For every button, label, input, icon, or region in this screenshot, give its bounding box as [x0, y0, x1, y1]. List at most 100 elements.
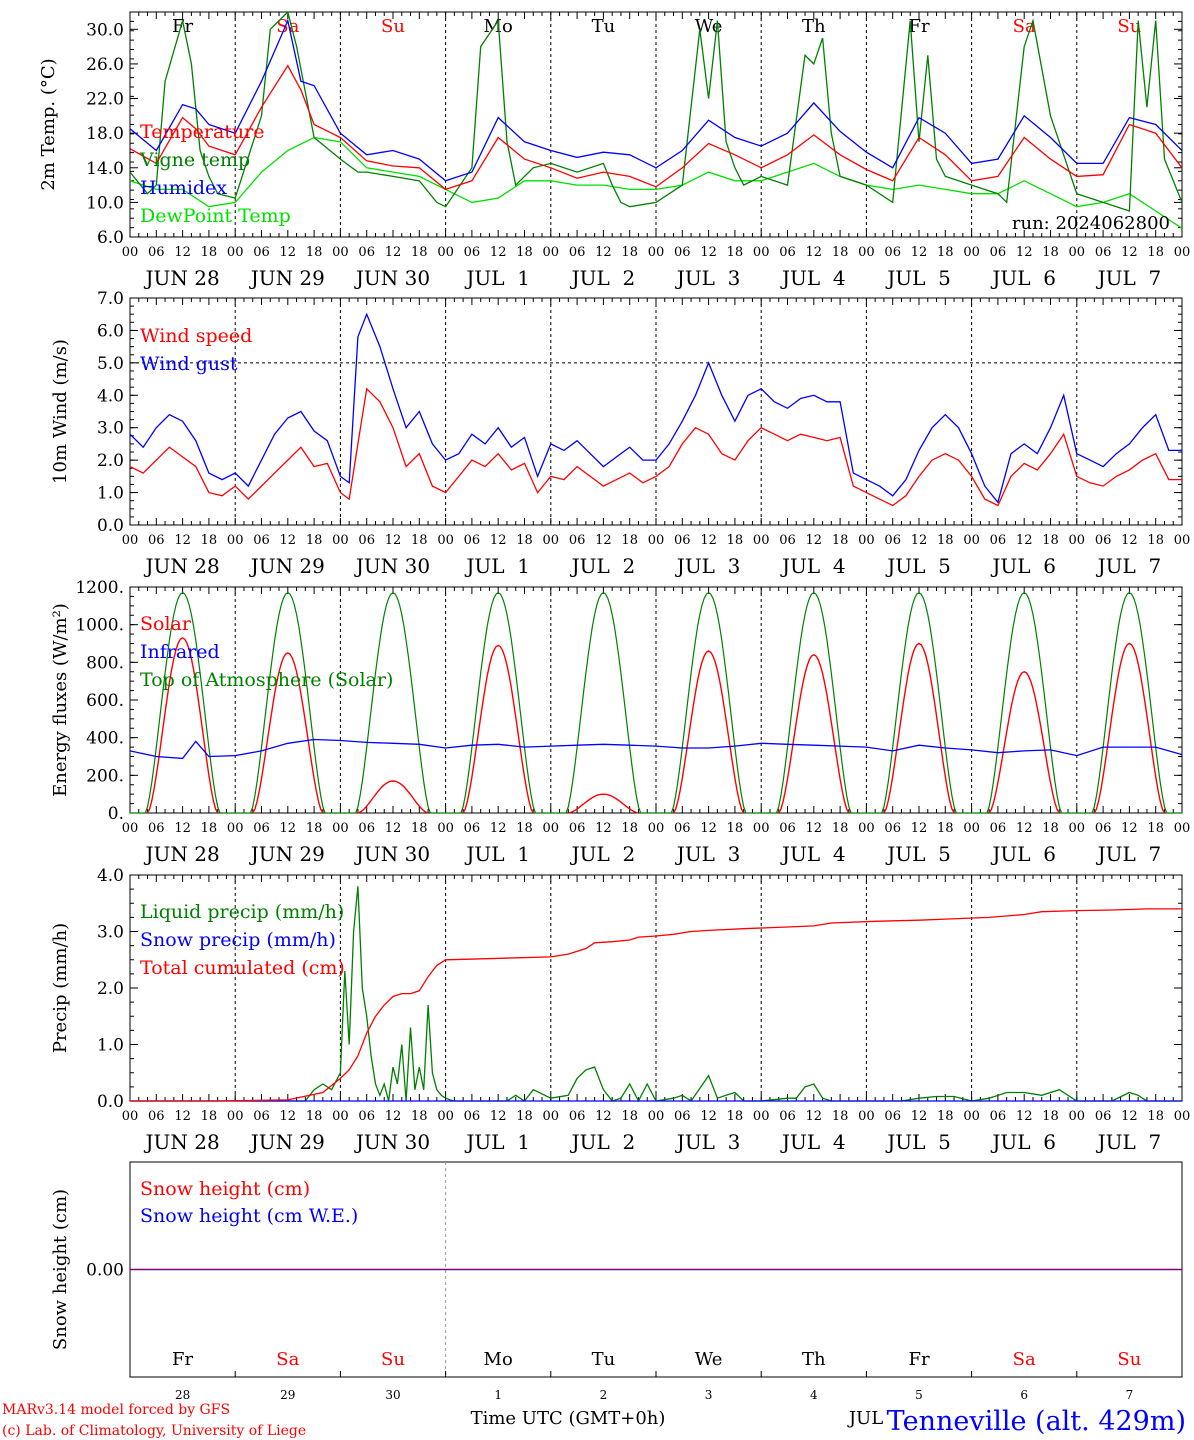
- hour-tick-label: 06: [990, 533, 1007, 548]
- weekday-label: Mo: [484, 1349, 513, 1370]
- hour-tick-label: 18: [727, 245, 744, 260]
- legend-entry: Solar: [140, 613, 192, 635]
- hour-tick-label: 12: [174, 821, 191, 836]
- hour-tick-label: 06: [148, 533, 165, 548]
- hour-tick-label: 06: [148, 821, 165, 836]
- toa-solar-day: [866, 591, 972, 814]
- date-label: JUL 4: [780, 554, 846, 578]
- date-label: JUL 6: [990, 554, 1056, 578]
- legend-entry: Snow height (cm): [140, 1178, 310, 1200]
- hour-tick-label: 18: [411, 1109, 428, 1124]
- solar-day: [1093, 642, 1166, 814]
- weekday-label: Th: [802, 16, 826, 37]
- hour-tick-label: 06: [1095, 245, 1112, 260]
- hour-tick-label: 00: [122, 533, 139, 548]
- y-tick-label: 1200.: [75, 578, 124, 598]
- hour-tick-label: 00: [1069, 533, 1086, 548]
- hour-tick-label: 12: [911, 245, 928, 260]
- date-label: JUN 30: [354, 554, 430, 578]
- solar-day: [883, 642, 955, 814]
- legend-entry: Liquid precip (mm/h): [140, 901, 344, 923]
- date-label: JUL 1: [464, 842, 530, 866]
- y-tick-label: 1.0: [97, 1036, 124, 1056]
- y-tick-label: 22.0: [86, 90, 124, 110]
- hour-tick-label: 06: [358, 533, 375, 548]
- wind-panel: 0.0 1.0 2.0 3.0 4.0 5.0 6.0 7.0 10m Wind (m/s) Wi…: [50, 289, 1190, 578]
- y-tick-label: 4.0: [97, 866, 124, 886]
- hour-tick-label: 18: [306, 1109, 323, 1124]
- hour-tick-label: 00: [648, 821, 665, 836]
- hour-tick-label: 18: [937, 1109, 954, 1124]
- hour-tick-label: 18: [832, 533, 849, 548]
- hour-tick-label: 06: [569, 245, 586, 260]
- hour-tick-label: 12: [280, 821, 297, 836]
- toa-solar-day: [130, 591, 236, 814]
- date-label: JUN 30: [354, 842, 430, 866]
- hour-tick-label: 00: [543, 533, 560, 548]
- date-label: JUL 2: [570, 554, 636, 578]
- hour-tick-label: 18: [306, 821, 323, 836]
- legend-entry: Snow precip (mm/h): [140, 929, 336, 951]
- date-label: JUL 4: [780, 266, 846, 290]
- weekday-label: Sa: [276, 16, 299, 37]
- hour-tick-label: 06: [148, 245, 165, 260]
- hour-tick-label: 06: [569, 821, 586, 836]
- model-credit: MARv3.14 model forced by GFS: [2, 1402, 230, 1418]
- toa-solar-day: [971, 591, 1077, 814]
- hour-tick-label: 00: [332, 245, 349, 260]
- hour-tick-label: 18: [1042, 821, 1059, 836]
- hour-tick-label: 06: [253, 245, 270, 260]
- legend-entry: DewPoint Temp: [140, 205, 291, 227]
- hour-tick-label: 12: [700, 245, 717, 260]
- hour-tick-label: 12: [806, 1109, 823, 1124]
- hour-tick-label: 18: [1042, 1109, 1059, 1124]
- hour-tick-label: 00: [1174, 245, 1191, 260]
- hour-tick-label: 00: [648, 533, 665, 548]
- hour-tick-label: 00: [858, 1109, 875, 1124]
- hour-tick-label: 06: [884, 245, 901, 260]
- hour-tick-label: 00: [963, 1109, 980, 1124]
- y-tick-label: 10.0: [86, 193, 124, 213]
- run-label: run: 2024062800: [1012, 213, 1170, 234]
- series-line: [130, 886, 1182, 1103]
- y-tick-label: 5.0: [97, 354, 124, 374]
- hour-tick-label: 12: [1016, 1109, 1033, 1124]
- time-axis-label: Time UTC (GMT+0h): [471, 1408, 666, 1429]
- weekday-label: Fr: [908, 16, 929, 37]
- y-tick-label: 26.0: [86, 55, 124, 75]
- y-axis-label: Energy fluxes (W/m²): [50, 603, 71, 797]
- date-label: JUL 5: [885, 842, 951, 866]
- hour-tick-label: 12: [595, 245, 612, 260]
- weekday-label: Su: [1117, 16, 1141, 37]
- date-label: JUL 5: [885, 1130, 951, 1154]
- hour-tick-label: 00: [332, 821, 349, 836]
- hour-tick-label: 18: [516, 245, 533, 260]
- y-tick-label: 1.0: [97, 484, 124, 504]
- hour-tick-label: 18: [306, 533, 323, 548]
- hour-tick-label: 00: [437, 1109, 454, 1124]
- hour-tick-label: 18: [201, 245, 218, 260]
- day-number-label: 2: [600, 1388, 608, 1402]
- day-number-label: 30: [385, 1388, 400, 1402]
- hour-tick-label: 18: [727, 533, 744, 548]
- y-tick-label: 2.0: [97, 979, 124, 999]
- hour-tick-label: 06: [884, 821, 901, 836]
- hour-tick-label: 18: [516, 1109, 533, 1124]
- hour-tick-label: 18: [1147, 821, 1164, 836]
- solar-day: [357, 780, 429, 814]
- date-label: JUN 29: [249, 842, 325, 866]
- hour-tick-label: 18: [621, 533, 638, 548]
- hour-tick-label: 12: [1121, 821, 1138, 836]
- day-number-label: 3: [705, 1388, 713, 1402]
- hour-tick-label: 12: [385, 821, 402, 836]
- hour-tick-label: 12: [174, 533, 191, 548]
- hour-tick-label: 00: [332, 1109, 349, 1124]
- hour-tick-label: 18: [727, 821, 744, 836]
- y-tick-label: 600.: [86, 691, 124, 711]
- series-group: [130, 12, 1182, 229]
- date-label: JUL 1: [464, 266, 530, 290]
- date-label: JUL 6: [990, 266, 1056, 290]
- hour-tick-label: 00: [1174, 821, 1191, 836]
- y-tick-label: 0.0: [97, 516, 124, 536]
- hour-tick-label: 12: [385, 1109, 402, 1124]
